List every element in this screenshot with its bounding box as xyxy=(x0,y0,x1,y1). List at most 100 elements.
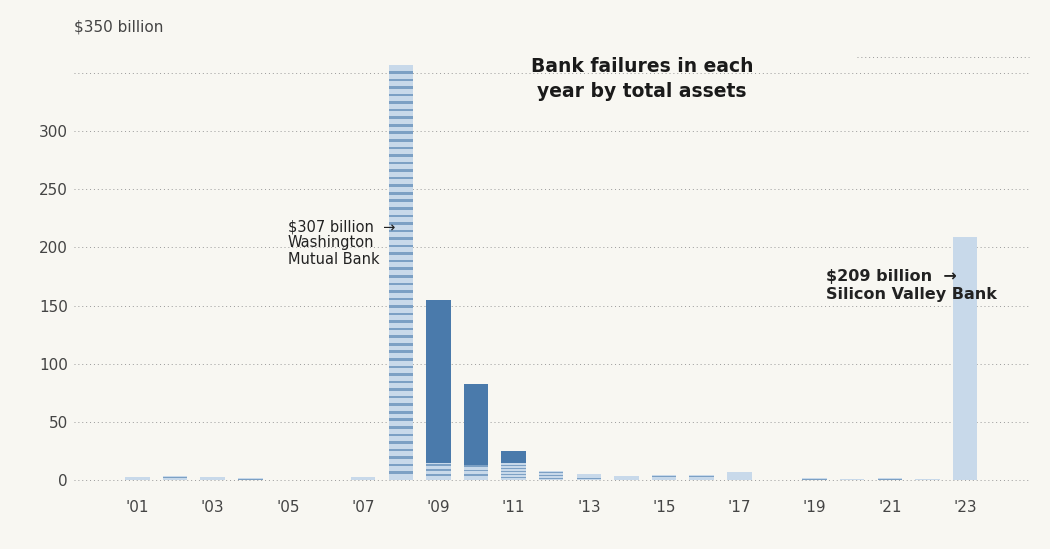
Bar xyxy=(388,260,413,262)
Bar xyxy=(388,426,413,429)
Bar xyxy=(464,431,488,433)
Bar xyxy=(388,267,413,270)
Bar xyxy=(426,391,450,394)
Bar xyxy=(388,434,413,436)
Bar xyxy=(952,237,978,480)
Bar xyxy=(464,397,488,399)
Bar xyxy=(426,464,450,466)
Bar xyxy=(388,79,413,81)
Bar xyxy=(388,441,413,444)
Bar xyxy=(464,412,488,413)
Bar xyxy=(388,86,413,89)
Text: Washington: Washington xyxy=(288,236,375,250)
Bar xyxy=(426,371,450,373)
Bar xyxy=(916,479,940,480)
Bar xyxy=(388,253,413,255)
Bar xyxy=(502,468,526,469)
Bar xyxy=(464,455,488,457)
Bar xyxy=(388,358,413,361)
Bar xyxy=(464,402,488,404)
Bar xyxy=(388,245,413,248)
Bar xyxy=(576,474,601,480)
Bar xyxy=(388,305,413,308)
Bar xyxy=(388,298,413,300)
Bar xyxy=(388,199,413,202)
Bar xyxy=(464,460,488,462)
Bar xyxy=(388,177,413,180)
Bar xyxy=(388,350,413,353)
Bar xyxy=(502,471,526,472)
Bar xyxy=(840,479,864,480)
Bar xyxy=(802,478,826,480)
Bar xyxy=(426,397,450,399)
Text: $307 billion  →: $307 billion → xyxy=(288,219,395,234)
Text: $209 billion  →: $209 billion → xyxy=(826,269,957,284)
Text: Bank failures in each
year by total assets: Bank failures in each year by total asse… xyxy=(530,58,753,100)
Bar xyxy=(388,373,413,376)
Bar xyxy=(426,330,450,332)
Bar xyxy=(388,343,413,345)
Bar xyxy=(426,350,450,352)
Bar xyxy=(388,418,413,421)
Bar xyxy=(388,456,413,459)
Bar xyxy=(388,124,413,127)
Bar xyxy=(690,475,714,480)
Bar xyxy=(614,476,638,480)
Bar xyxy=(426,402,450,404)
Bar xyxy=(426,324,450,327)
Bar xyxy=(388,162,413,164)
Bar xyxy=(426,382,450,383)
Bar xyxy=(388,94,413,97)
Bar xyxy=(426,315,450,316)
Bar xyxy=(388,71,413,74)
Bar xyxy=(388,154,413,157)
Bar xyxy=(426,443,450,445)
Bar xyxy=(502,462,526,463)
Bar xyxy=(426,345,450,347)
Bar xyxy=(426,320,450,321)
Bar xyxy=(464,469,488,472)
Bar xyxy=(426,376,450,378)
Bar xyxy=(388,215,413,217)
Bar xyxy=(539,471,564,480)
Bar xyxy=(388,132,413,134)
Bar xyxy=(464,407,488,408)
Bar xyxy=(388,388,413,391)
Bar xyxy=(878,478,902,480)
Text: Mutual Bank: Mutual Bank xyxy=(288,251,379,267)
Bar xyxy=(426,412,450,414)
Bar xyxy=(388,101,413,104)
Bar xyxy=(464,465,488,467)
Bar xyxy=(388,335,413,338)
Bar xyxy=(388,411,413,413)
Bar xyxy=(426,449,450,450)
Bar xyxy=(502,453,526,455)
Bar xyxy=(464,441,488,442)
Bar xyxy=(388,404,413,406)
Bar xyxy=(426,309,450,311)
Bar xyxy=(388,192,413,194)
Bar xyxy=(426,428,450,429)
Bar xyxy=(426,366,450,368)
Bar xyxy=(426,361,450,362)
Bar xyxy=(426,340,450,342)
Bar xyxy=(388,109,413,111)
Bar xyxy=(426,433,450,435)
Bar xyxy=(426,417,450,419)
Bar xyxy=(464,393,488,394)
Bar xyxy=(464,450,488,452)
Bar xyxy=(426,300,450,480)
Bar xyxy=(388,313,413,315)
Bar xyxy=(652,475,676,480)
Bar xyxy=(388,116,413,119)
Bar xyxy=(426,407,450,409)
Bar xyxy=(388,65,413,480)
Bar xyxy=(464,384,488,465)
Bar xyxy=(426,438,450,440)
Bar xyxy=(426,469,450,470)
Bar xyxy=(502,474,526,475)
Bar xyxy=(163,476,187,480)
Bar xyxy=(426,300,450,463)
Text: Silicon Valley Bank: Silicon Valley Bank xyxy=(826,287,996,301)
Bar xyxy=(502,451,526,480)
